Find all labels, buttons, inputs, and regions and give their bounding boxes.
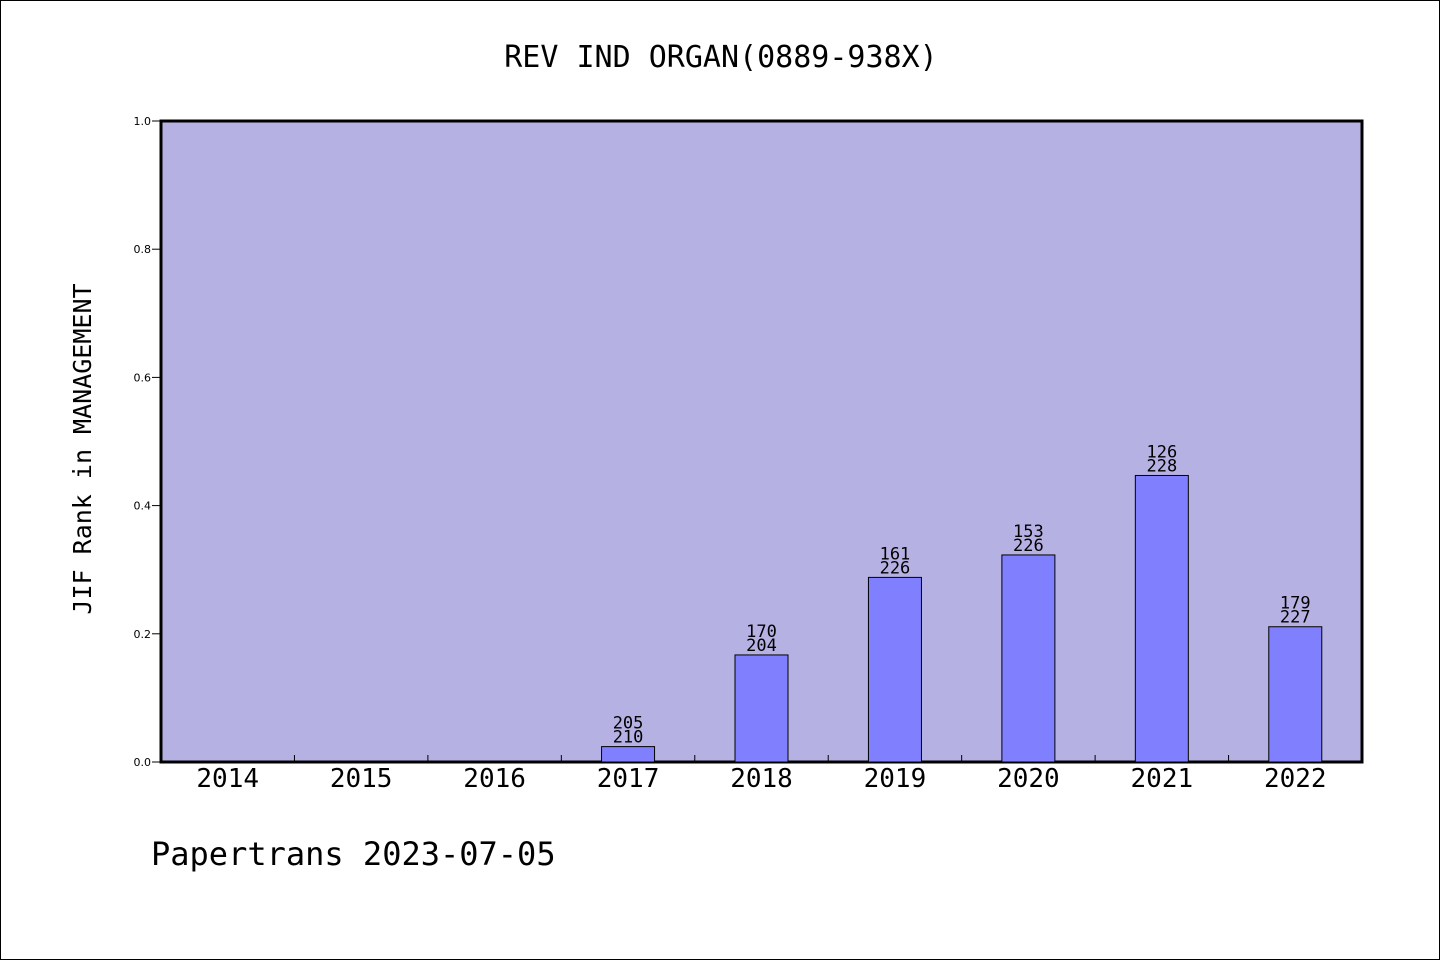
y-tick-label: 0.4 xyxy=(134,500,152,513)
y-axis-ticks: 0.0 0.2 0.4 0.6 0.8 1.0 xyxy=(134,115,161,769)
x-tick-label-2015: 2015 xyxy=(330,764,393,794)
bars-group xyxy=(601,474,1323,763)
x-tick-label-2022: 2022 xyxy=(1264,764,1327,794)
bar-2018 xyxy=(734,654,789,763)
bar-2021 xyxy=(1134,474,1189,763)
bar-label-rank-2017: 205 xyxy=(613,714,644,734)
y-tick-label: 0.2 xyxy=(134,628,152,641)
bar-2022 xyxy=(1268,626,1323,763)
x-tick-label-2019: 2019 xyxy=(864,764,927,794)
bar-label-rank-2022: 179 xyxy=(1280,594,1311,614)
bar-label-rank-2019: 161 xyxy=(880,544,911,564)
bar-label-rank-2020: 153 xyxy=(1013,522,1044,542)
bar-label-total-2021: 228 xyxy=(1146,456,1177,476)
bar-2019 xyxy=(867,576,922,763)
y-axis-label: JIF Rank in MANAGEMENT xyxy=(68,283,97,614)
bar-2020 xyxy=(1001,554,1056,763)
chart-title: REV IND ORGAN(0889-938X) xyxy=(504,40,937,75)
bar-label-rank-2018: 170 xyxy=(746,622,777,642)
footer-source-text: Papertrans 2023-07-05 xyxy=(151,835,556,873)
x-axis-tick-labels: 2014 2015 2016 2017 2018 2019 2020 2021 2022 xyxy=(196,764,1326,794)
bar-label-total-2017: 210 xyxy=(613,728,644,748)
bar-label-total-2022: 227 xyxy=(1280,608,1311,628)
bar-label-rank-2021: 126 xyxy=(1146,442,1177,462)
bar-label-total-2020: 226 xyxy=(1013,536,1044,556)
x-tick-label-2018: 2018 xyxy=(730,764,793,794)
x-tick-label-2021: 2021 xyxy=(1131,764,1194,794)
x-tick-label-2020: 2020 xyxy=(997,764,1060,794)
bar-2017 xyxy=(601,746,656,763)
x-axis-ticks xyxy=(293,755,1230,762)
bar-label-total-2018: 204 xyxy=(746,636,777,656)
y-tick-label: 0.6 xyxy=(134,371,152,384)
y-tick-label: 0.0 xyxy=(134,756,152,769)
bar-label-total-2019: 226 xyxy=(880,558,911,578)
x-tick-label-2017: 2017 xyxy=(597,764,660,794)
y-tick-label: 0.8 xyxy=(134,243,152,256)
y-tick-label: 1.0 xyxy=(134,115,152,128)
x-tick-label-2016: 2016 xyxy=(463,764,526,794)
x-tick-label-2014: 2014 xyxy=(196,764,259,794)
